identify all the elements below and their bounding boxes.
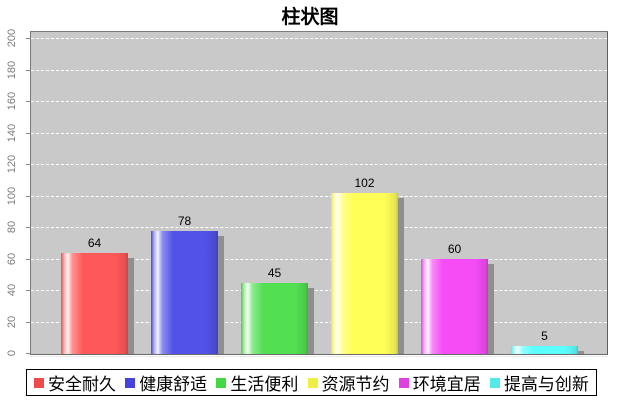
- legend-swatch-icon: [307, 377, 318, 388]
- bar-value-label: 78: [177, 214, 192, 228]
- legend-label: 提高与创新: [503, 375, 589, 394]
- y-tick-label-0: 0: [6, 349, 18, 357]
- y-axis: 0 20 40 60 80 100 120 140 160 180 200: [0, 0, 30, 400]
- legend-item-环境宜居[interactable]: 环境宜居: [398, 370, 481, 395]
- bar-生活便利[interactable]: [241, 283, 308, 354]
- gridline-180: [31, 69, 607, 71]
- y-tick-label-20: 20: [6, 315, 18, 328]
- gridline-140: [31, 132, 607, 134]
- gridline-20: [31, 321, 607, 323]
- y-tick-mark-40: [26, 290, 30, 291]
- legend-item-生活便利[interactable]: 生活便利: [216, 370, 298, 395]
- legend-swatch-icon: [489, 377, 500, 388]
- gridline-200: [31, 38, 607, 39]
- bar-value-label: 5: [541, 329, 548, 343]
- legend-item-提高与创新[interactable]: 提高与创新: [489, 370, 589, 395]
- legend-swatch-icon: [216, 377, 227, 388]
- plot-bottom-bevel: [30, 356, 608, 357]
- bar-提高与创新[interactable]: [511, 346, 578, 354]
- y-tick-mark-0: [26, 353, 30, 354]
- legend-label: 健康舒适: [139, 375, 208, 394]
- y-tick-label-200: 200: [6, 28, 18, 48]
- gridline-80: [31, 227, 607, 228]
- chart-title: 柱状图: [281, 6, 339, 28]
- y-tick-mark-80: [26, 227, 30, 228]
- y-tick-label-140: 140: [6, 123, 18, 142]
- y-tick-mark-140: [26, 132, 30, 134]
- y-tick-label-120: 120: [6, 154, 18, 174]
- y-tick-mark-180: [26, 69, 30, 71]
- y-tick-mark-100: [26, 195, 30, 197]
- legend: 安全耐久 健康舒适 生活便利 资源节约 环境宜居 提高与创新: [26, 369, 597, 396]
- y-tick-label-60: 60: [6, 252, 18, 265]
- bar-group-资源节约: 102: [331, 176, 404, 354]
- y-tick-mark-200: [26, 38, 30, 39]
- bar-安全耐久[interactable]: [61, 253, 128, 354]
- y-tick-label-180: 180: [6, 60, 18, 79]
- legend-swatch-icon: [34, 377, 44, 388]
- legend-label: 环境宜居: [412, 375, 481, 394]
- legend-swatch-icon: [398, 377, 409, 388]
- gridline-40: [31, 290, 607, 291]
- legend-item-安全耐久[interactable]: 安全耐久: [34, 370, 116, 395]
- bar-健康舒适[interactable]: [151, 231, 218, 354]
- bar-group-安全耐久: 64: [61, 236, 134, 354]
- y-tick-mark-160: [26, 101, 30, 102]
- y-tick-label-80: 80: [6, 220, 18, 234]
- legend-swatch-icon: [125, 377, 136, 388]
- y-tick-mark-60: [26, 258, 30, 260]
- plot-area: 64 78 45 102 60 5: [30, 31, 608, 355]
- bar-value-label: 45: [267, 266, 282, 280]
- bar-group-生活便利: 45: [241, 266, 314, 354]
- gridline-120: [31, 164, 607, 165]
- bar-value-label: 64: [87, 236, 102, 250]
- legend-item-资源节约[interactable]: 资源节约: [307, 370, 390, 395]
- legend-label: 安全耐久: [48, 375, 116, 394]
- legend-label: 生活便利: [230, 375, 299, 394]
- bar-group-环境宜居: 60: [421, 242, 494, 354]
- bar-value-label: 60: [447, 242, 462, 256]
- bar-环境宜居[interactable]: [421, 259, 488, 354]
- gridline-100: [31, 195, 607, 197]
- bar-value-label: 102: [354, 176, 375, 190]
- y-tick-label-100: 100: [6, 186, 18, 205]
- legend-item-健康舒适[interactable]: 健康舒适: [125, 370, 207, 395]
- bar-group-健康舒适: 78: [151, 214, 224, 354]
- gridline-160: [31, 101, 607, 102]
- y-tick-label-160: 160: [6, 91, 18, 111]
- legend-label: 资源节约: [321, 375, 390, 394]
- y-tick-mark-120: [26, 164, 30, 165]
- y-tick-label-40: 40: [6, 283, 18, 297]
- bar-group-提高与创新: 5: [511, 329, 584, 354]
- y-tick-mark-20: [26, 321, 30, 323]
- gridline-60: [31, 258, 607, 260]
- bar-资源节约[interactable]: [331, 193, 398, 354]
